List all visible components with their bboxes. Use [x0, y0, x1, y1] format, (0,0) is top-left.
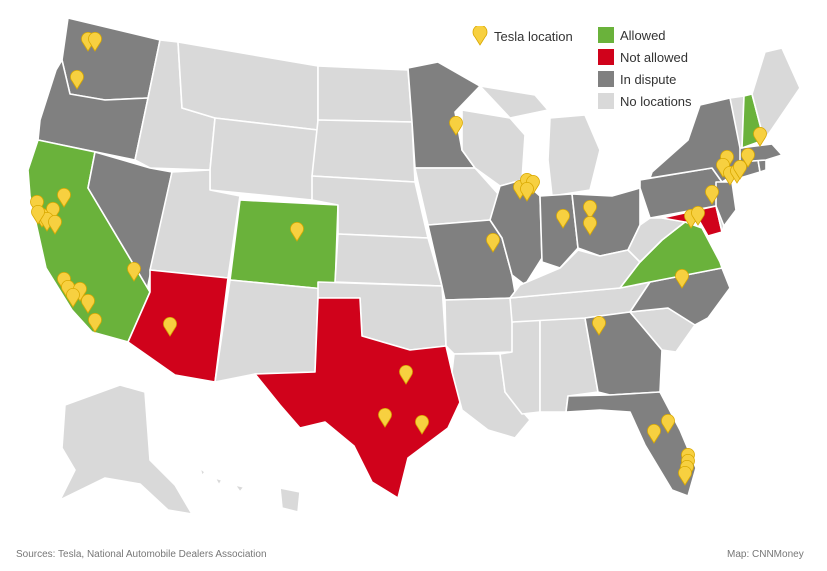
sources-note: Sources: Tesla, National Automobile Deal… — [16, 549, 267, 560]
legend-not-allowed: Not allowed — [598, 49, 688, 65]
tesla-pin-icon — [472, 26, 488, 46]
tesla-location-pin — [48, 214, 62, 235]
legend-label-no-locations: No locations — [620, 93, 692, 109]
legend-in-dispute: In dispute — [598, 71, 676, 87]
tesla-location-pin — [81, 293, 95, 314]
state-south-dakota — [311, 119, 416, 183]
state-arizona — [127, 269, 229, 383]
tesla-location-pin — [31, 204, 45, 225]
tesla-location-pin — [486, 232, 500, 253]
legend-label-allowed: Allowed — [620, 27, 666, 43]
tesla-location-pin — [583, 215, 597, 236]
tesla-location-pin — [399, 364, 413, 385]
tesla-location-pin — [741, 147, 755, 168]
tesla-location-pin — [88, 31, 102, 52]
tesla-location-pin — [556, 208, 570, 229]
tesla-location-pin — [661, 413, 675, 434]
legend-allowed: Allowed — [598, 27, 666, 43]
legend-label-in-dispute: In dispute — [620, 71, 677, 87]
tesla-location-pin — [675, 268, 689, 289]
not-allowed-swatch — [598, 49, 614, 65]
tesla-location-pin — [415, 414, 429, 435]
in-dispute-swatch — [598, 71, 614, 87]
no-locations-swatch — [598, 93, 614, 109]
state-colorado — [229, 199, 339, 291]
state-michigan — [479, 85, 601, 197]
tesla-location-pin — [378, 407, 392, 428]
tesla-location-pin — [66, 287, 80, 308]
tesla-location-pin — [520, 181, 534, 202]
state-wyoming — [209, 117, 319, 201]
legend-label-tesla-location: Tesla location — [494, 28, 573, 44]
allowed-swatch — [598, 27, 614, 43]
tesla-location-pin — [753, 126, 767, 147]
tesla-location-pins — [30, 31, 767, 486]
state-florida — [565, 391, 697, 497]
state-north-dakota — [317, 65, 413, 123]
map-credit: Map: CNNMoney — [727, 549, 804, 560]
state-alaska — [59, 384, 193, 515]
state-hawaii — [199, 467, 301, 513]
tesla-location-pin — [592, 315, 606, 336]
tesla-location-pin — [647, 423, 661, 444]
tesla-location-pin — [691, 205, 705, 226]
legend-tesla-location: Tesla location — [472, 26, 573, 46]
tesla-location-pin — [705, 184, 719, 205]
tesla-location-pin — [70, 69, 84, 90]
state-delaware — [715, 205, 725, 233]
state-arkansas — [444, 297, 517, 355]
tesla-location-pin — [57, 187, 71, 208]
tesla-location-pin — [733, 159, 747, 180]
tesla-location-pin — [30, 194, 44, 215]
legend-no-locations: No locations — [598, 93, 692, 109]
tesla-location-pin — [583, 199, 597, 220]
state-nevada — [87, 151, 173, 293]
legend-label-not-allowed: Not allowed — [620, 49, 688, 65]
tesla-location-pin — [290, 221, 304, 242]
tesla-location-pin — [88, 312, 102, 333]
state-rhode-island — [757, 159, 767, 173]
state-texas — [254, 297, 463, 499]
state-kansas — [334, 233, 443, 287]
tesla-location-pin — [163, 316, 177, 337]
tesla-location-pin — [678, 465, 692, 486]
tesla-location-pin — [449, 115, 463, 136]
tesla-location-pin — [127, 261, 141, 282]
